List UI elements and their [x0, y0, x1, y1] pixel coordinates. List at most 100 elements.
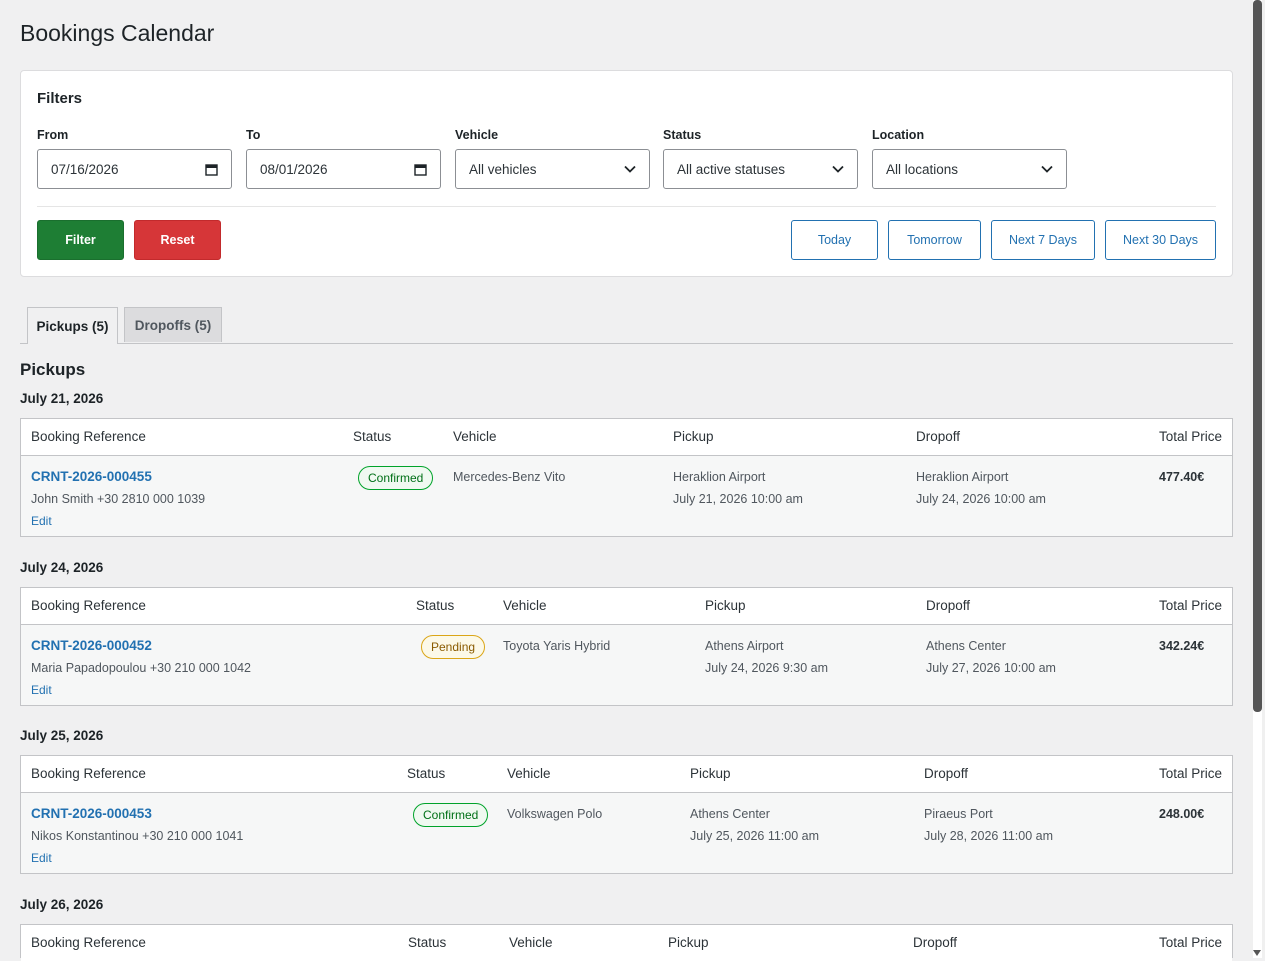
- today-button[interactable]: Today: [791, 220, 878, 260]
- bookings-table: Booking Reference Status Vehicle Pickup …: [20, 924, 1233, 961]
- pickup-cell: Heraklion Airport July 21, 2026 10:00 am: [673, 466, 803, 510]
- chevron-down-icon: [832, 165, 844, 173]
- pickup-location: Heraklion Airport: [673, 470, 766, 484]
- total-price: 248.00€: [1159, 807, 1205, 821]
- page-title: Bookings Calendar: [20, 20, 215, 46]
- col-vehicle: Vehicle: [503, 598, 547, 613]
- col-pickup: Pickup: [705, 598, 746, 613]
- status-select-value: All active statuses: [677, 161, 786, 177]
- calendar-icon[interactable]: [205, 163, 218, 176]
- from-date-input[interactable]: 07/16/2026: [37, 149, 232, 189]
- tomorrow-button[interactable]: Tomorrow: [888, 220, 981, 260]
- col-total-price: Total Price: [1158, 766, 1222, 781]
- next-7-days-button[interactable]: Next 7 Days: [991, 220, 1095, 260]
- next-30-days-button[interactable]: Next 30 Days: [1105, 220, 1216, 260]
- status-cell: Confirmed: [413, 803, 489, 827]
- status-badge: Confirmed: [358, 466, 434, 490]
- col-pickup: Pickup: [668, 935, 709, 950]
- col-dropoff: Dropoff: [916, 429, 961, 444]
- dropoff-location: Athens Center: [926, 639, 1006, 653]
- col-status: Status: [416, 598, 455, 613]
- reset-button[interactable]: Reset: [134, 220, 221, 260]
- vehicle-select[interactable]: All vehicles: [455, 149, 650, 189]
- filters-panel: Filters From 07/16/2026 To 08/01/2026 Ve…: [20, 70, 1233, 277]
- status-badge: Confirmed: [413, 803, 489, 827]
- table-row: CRNT-2026-000453 Nikos Konstantinou +30 …: [21, 793, 1232, 873]
- col-dropoff: Dropoff: [924, 766, 969, 781]
- from-date-value: 07/16/2026: [51, 161, 119, 177]
- status-select[interactable]: All active statuses: [663, 149, 858, 189]
- location-label: Location: [872, 128, 925, 142]
- dropoff-time: July 27, 2026 10:00 am: [926, 661, 1056, 675]
- col-status: Status: [353, 429, 392, 444]
- tab-pickups[interactable]: Pickups (5): [27, 307, 118, 344]
- pickup-location: Athens Center: [690, 807, 770, 821]
- dropoff-cell: Piraeus Port July 28, 2026 11:00 am: [924, 803, 1053, 847]
- pickup-cell: Athens Airport July 24, 2026 9:30 am: [705, 635, 828, 679]
- booking-cell: CRNT-2026-000453 Nikos Konstantinou +30 …: [31, 803, 243, 869]
- col-vehicle: Vehicle: [509, 935, 553, 950]
- dropoff-time: July 24, 2026 10:00 am: [916, 492, 1046, 506]
- to-date-value: 08/01/2026: [260, 161, 328, 177]
- vehicle-select-value: All vehicles: [469, 161, 537, 177]
- col-dropoff: Dropoff: [926, 598, 971, 613]
- col-booking-reference: Booking Reference: [31, 766, 146, 781]
- pickup-cell: Athens Center July 25, 2026 11:00 am: [690, 803, 819, 847]
- tab-bar: Pickups (5) Dropoffs (5): [20, 307, 1233, 344]
- vehicle-name: Volkswagen Polo: [507, 807, 603, 821]
- from-field: From 07/16/2026: [37, 128, 232, 189]
- location-select[interactable]: All locations: [872, 149, 1067, 189]
- calendar-icon[interactable]: [414, 163, 427, 176]
- status-cell: Confirmed: [358, 466, 434, 490]
- chevron-down-icon: [1041, 165, 1053, 173]
- page-scrollbar[interactable]: [1250, 0, 1265, 958]
- vehicle-label: Vehicle: [455, 128, 499, 142]
- vehicle-name: Mercedes-Benz Vito: [453, 470, 566, 484]
- table-header: Booking Reference Status Vehicle Pickup …: [21, 419, 1232, 456]
- table-header: Booking Reference Status Vehicle Pickup …: [21, 588, 1232, 625]
- total-price: 342.24€: [1159, 639, 1205, 653]
- booking-cell: CRNT-2026-000455 John Smith +30 2810 000…: [31, 466, 205, 532]
- tab-dropoffs[interactable]: Dropoffs (5): [124, 307, 222, 342]
- col-status: Status: [407, 766, 446, 781]
- scrollbar-thumb[interactable]: [1253, 0, 1262, 712]
- booking-reference-link[interactable]: CRNT-2026-000452: [31, 638, 152, 653]
- col-status: Status: [408, 935, 447, 950]
- location-select-value: All locations: [886, 161, 959, 177]
- vehicle-field: Vehicle All vehicles: [455, 128, 650, 189]
- col-dropoff: Dropoff: [913, 935, 958, 950]
- table-header: Booking Reference Status Vehicle Pickup …: [21, 756, 1232, 793]
- customer-info: John Smith +30 2810 000 1039: [31, 492, 206, 506]
- col-booking-reference: Booking Reference: [31, 429, 146, 444]
- col-vehicle: Vehicle: [453, 429, 497, 444]
- filters-heading: Filters: [37, 90, 83, 107]
- table-row: CRNT-2026-000455 John Smith +30 2810 000…: [21, 456, 1232, 536]
- booking-reference-link[interactable]: CRNT-2026-000455: [31, 469, 152, 484]
- col-total-price: Total Price: [1158, 935, 1222, 950]
- pickup-time: July 21, 2026 10:00 am: [673, 492, 803, 506]
- edit-link[interactable]: Edit: [31, 514, 52, 528]
- col-booking-reference: Booking Reference: [31, 935, 146, 950]
- from-label: From: [37, 128, 69, 142]
- edit-link[interactable]: Edit: [31, 683, 52, 697]
- to-date-input[interactable]: 08/01/2026: [246, 149, 441, 189]
- bookings-table: Booking Reference Status Vehicle Pickup …: [20, 755, 1233, 874]
- to-field: To 08/01/2026: [246, 128, 441, 189]
- scroll-down-arrow-icon[interactable]: [1253, 950, 1261, 956]
- date-heading: July 24, 2026: [20, 560, 104, 575]
- filters-divider: [37, 206, 1216, 207]
- booking-cell: CRNT-2026-000452 Maria Papadopoulou +30 …: [31, 635, 251, 701]
- date-heading: July 21, 2026: [20, 391, 104, 406]
- col-pickup: Pickup: [673, 429, 714, 444]
- table-row: CRNT-2026-000452 Maria Papadopoulou +30 …: [21, 625, 1232, 705]
- status-field: Status All active statuses: [663, 128, 858, 189]
- booking-reference-link[interactable]: CRNT-2026-000453: [31, 806, 152, 821]
- vehicle-name: Toyota Yaris Hybrid: [503, 639, 611, 653]
- location-field: Location All locations: [872, 128, 1067, 189]
- section-title: Pickups: [20, 360, 86, 379]
- col-booking-reference: Booking Reference: [31, 598, 146, 613]
- customer-info: Maria Papadopoulou +30 210 000 1042: [31, 661, 251, 675]
- dropoff-cell: Heraklion Airport July 24, 2026 10:00 am: [916, 466, 1046, 510]
- filter-button[interactable]: Filter: [37, 220, 124, 260]
- edit-link[interactable]: Edit: [31, 851, 52, 865]
